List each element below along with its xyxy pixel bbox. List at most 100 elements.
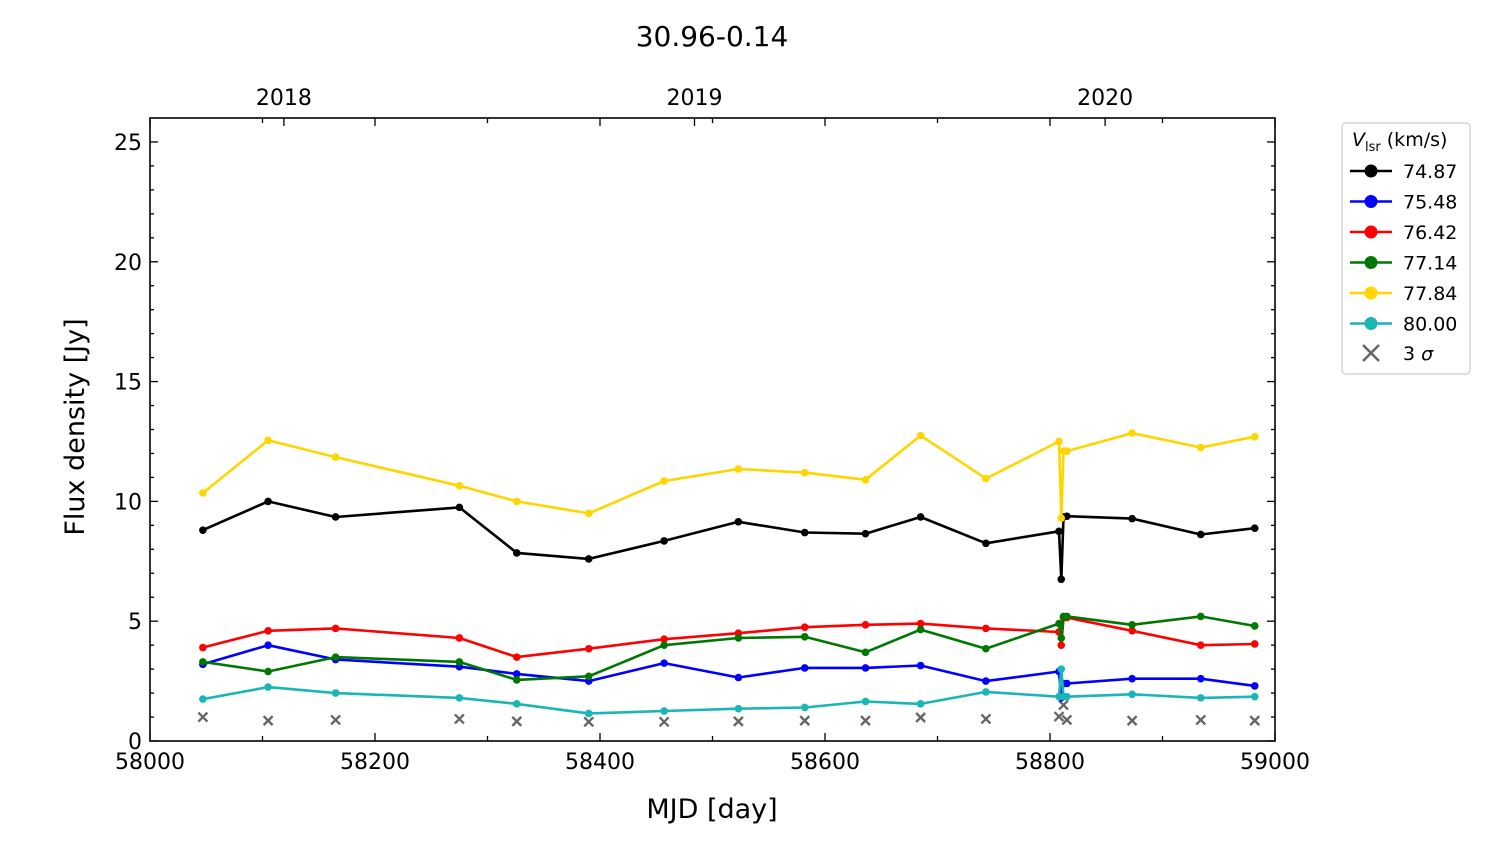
legend-marker-74.87 — [1364, 164, 1378, 178]
legend-title-units: (km/s) — [1381, 129, 1448, 151]
three-sigma-cross-stroke — [511, 716, 523, 727]
data-point-74.87 — [1250, 524, 1259, 533]
three-sigma-cross-stroke — [860, 715, 871, 726]
data-point-80.00 — [861, 697, 870, 706]
data-point-74.87 — [982, 539, 990, 548]
three-sigma-marker — [658, 716, 670, 728]
data-point-77.14 — [1250, 622, 1259, 630]
data-point-80.00 — [331, 689, 340, 697]
data-point-76.42 — [800, 623, 809, 631]
x-tick-label: 58200 — [340, 750, 410, 775]
data-point-80.00 — [734, 704, 743, 713]
legend-title: Vlsr (km/s) — [1352, 129, 1447, 155]
legend-title-v: V — [1352, 129, 1367, 151]
three-sigma-cross-stroke — [733, 716, 744, 727]
data-point-74.87 — [734, 517, 743, 526]
data-point-80.00 — [982, 688, 990, 696]
three-sigma-marker — [1126, 715, 1138, 726]
x-axis-label: MJD [day] — [646, 794, 777, 825]
data-point-77.14 — [455, 658, 464, 666]
data-point-77.14 — [734, 634, 743, 642]
three-sigma-marker — [330, 714, 341, 726]
x-tick-label: 58800 — [1015, 750, 1085, 775]
three-sigma-marker — [1058, 699, 1069, 711]
data-point-75.48 — [1063, 679, 1071, 688]
data-point-77.84 — [1196, 443, 1205, 452]
data-point-80.00 — [1196, 694, 1205, 702]
data-point-76.42 — [331, 624, 340, 633]
plot-frame — [149, 117, 1276, 742]
y-axis-label: Flux density [Jy] — [60, 318, 91, 535]
data-point-80.00 — [660, 707, 668, 715]
three-sigma-marker — [1061, 714, 1073, 726]
data-point-77.84 — [512, 497, 521, 506]
data-point-77.84 — [1250, 432, 1259, 441]
y-tick-label: 0 — [128, 730, 142, 755]
three-sigma-cross-stroke — [330, 714, 341, 726]
data-point-75.48 — [1128, 674, 1136, 683]
data-point-76.42 — [512, 653, 521, 661]
year-tick-label: 2019 — [667, 86, 723, 111]
legend-label-75.48: 75.48 — [1403, 192, 1457, 214]
data-point-80.00 — [1128, 690, 1136, 699]
legend-marker-77.84 — [1364, 286, 1378, 300]
three-sigma-cross-stroke — [454, 713, 465, 725]
series-line-77.14 — [202, 615, 1256, 682]
data-point-77.14 — [800, 632, 809, 641]
data-point-75.48 — [734, 673, 743, 682]
three-sigma-marker — [197, 711, 209, 723]
data-point-75.48 — [861, 664, 870, 672]
data-point-75.48 — [264, 641, 272, 649]
y-tick-label: 20 — [114, 251, 142, 276]
three-sigma-marker — [1249, 715, 1261, 726]
data-point-75.48 — [512, 670, 521, 678]
y-tick-label: 10 — [114, 490, 142, 515]
chart-title: 30.96-0.14 — [636, 20, 789, 53]
legend-label-77.84: 77.84 — [1403, 283, 1457, 305]
data-point-76.42 — [1250, 640, 1259, 648]
data-point-77.14 — [584, 672, 593, 681]
three-sigma-cross-stroke — [197, 711, 209, 723]
data-point-77.14 — [331, 653, 340, 661]
data-point-74.87 — [660, 537, 668, 545]
three-sigma-cross-stroke — [1126, 715, 1138, 726]
data-point-74.87 — [916, 513, 925, 521]
data-point-80.00 — [1250, 692, 1259, 701]
three-sigma-marker — [980, 713, 992, 725]
data-point-75.48 — [982, 677, 990, 685]
data-point-74.87 — [1128, 514, 1136, 523]
legend-label-77.14: 77.14 — [1403, 253, 1457, 275]
legend-marker-three-sigma — [1362, 344, 1380, 362]
data-point-75.48 — [1250, 682, 1259, 690]
data-point-74.87 — [861, 529, 870, 538]
three-sigma-marker — [1195, 714, 1207, 726]
data-point-77.84 — [455, 482, 464, 490]
data-point-77.14 — [1128, 620, 1136, 629]
data-point-77.14 — [1057, 634, 1066, 642]
data-point-77.14 — [264, 667, 272, 676]
plot-area — [197, 429, 1261, 728]
x-tick-label: 59000 — [1240, 750, 1310, 775]
data-point-77.84 — [264, 436, 272, 445]
data-point-77.14 — [1063, 612, 1071, 621]
data-point-76.42 — [584, 644, 593, 653]
data-point-77.84 — [331, 453, 340, 461]
data-point-76.42 — [660, 635, 668, 643]
data-point-80.00 — [584, 709, 593, 718]
data-point-77.14 — [916, 625, 925, 634]
data-point-77.84 — [916, 431, 925, 440]
three-sigma-cross-stroke — [1053, 711, 1065, 722]
data-point-76.42 — [1196, 641, 1205, 649]
y-tick-label: 5 — [128, 610, 142, 635]
three-sigma-cross-stroke — [1195, 714, 1207, 726]
series-line-75.48 — [202, 643, 1255, 700]
y-tick-label: 25 — [114, 131, 142, 156]
x-tick-label: 58000 — [115, 750, 185, 775]
legend-box — [1341, 122, 1471, 375]
data-point-80.00 — [916, 700, 925, 708]
three-sigma-cross-stroke — [262, 715, 274, 726]
data-point-80.00 — [800, 703, 809, 712]
data-point-77.84 — [1055, 437, 1063, 446]
legend-marker-75.48 — [1364, 195, 1378, 208]
data-point-77.14 — [982, 644, 990, 653]
